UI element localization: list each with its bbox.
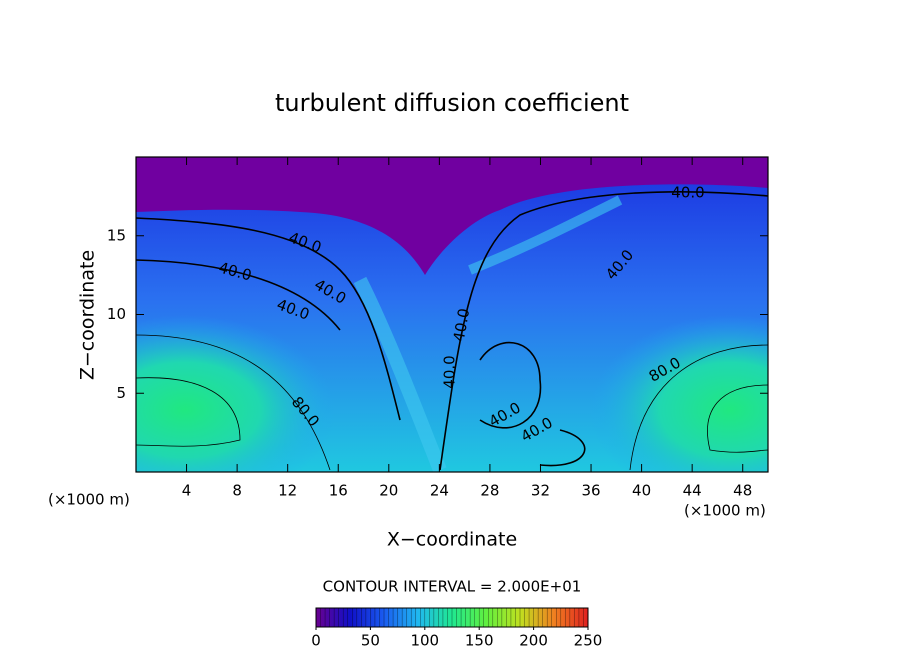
x-tick-label: 8 [232,482,242,500]
x-tick-label: 4 [182,482,192,500]
x-tick-label: 36 [581,482,600,500]
y-unit: (×1000 m) [48,491,130,509]
colorbar-tick-label: 150 [465,632,494,650]
colorbar-tick-label: 100 [410,632,439,650]
colorbar-tick-label: 0 [311,632,321,650]
colorbar-title: CONTOUR INTERVAL = 2.000E+01 [323,578,582,596]
y-tick-label: 15 [107,226,126,244]
x-tick-label: 48 [733,482,752,500]
x-tick-label: 32 [531,482,550,500]
colorbar-tick-label: 50 [361,632,380,650]
x-tick-label: 44 [683,482,702,500]
contour-label: 40.0 [450,307,474,343]
x-tick-label: 20 [379,482,398,500]
x-unit: (×1000 m) [684,502,766,520]
x-tick-label: 28 [480,482,499,500]
x-axis-label: X−coordinate [387,529,517,551]
x-tick-label: 40 [632,482,651,500]
x-tick-label: 16 [329,482,348,500]
y-tick-label: 10 [107,305,126,323]
chart-title: turbulent diffusion coefficient [275,89,629,117]
colorbar-tick-label: 200 [519,632,548,650]
x-tick-label: 12 [278,482,297,500]
contour-label: 40.0 [671,184,704,202]
contour-label: 40.0 [441,355,459,388]
y-tick-label: 5 [116,384,126,402]
y-axis-label: Z−coordinate [77,250,99,380]
x-tick-label: 24 [430,482,449,500]
colorbar-tick-label: 250 [574,632,603,650]
field [136,157,768,472]
